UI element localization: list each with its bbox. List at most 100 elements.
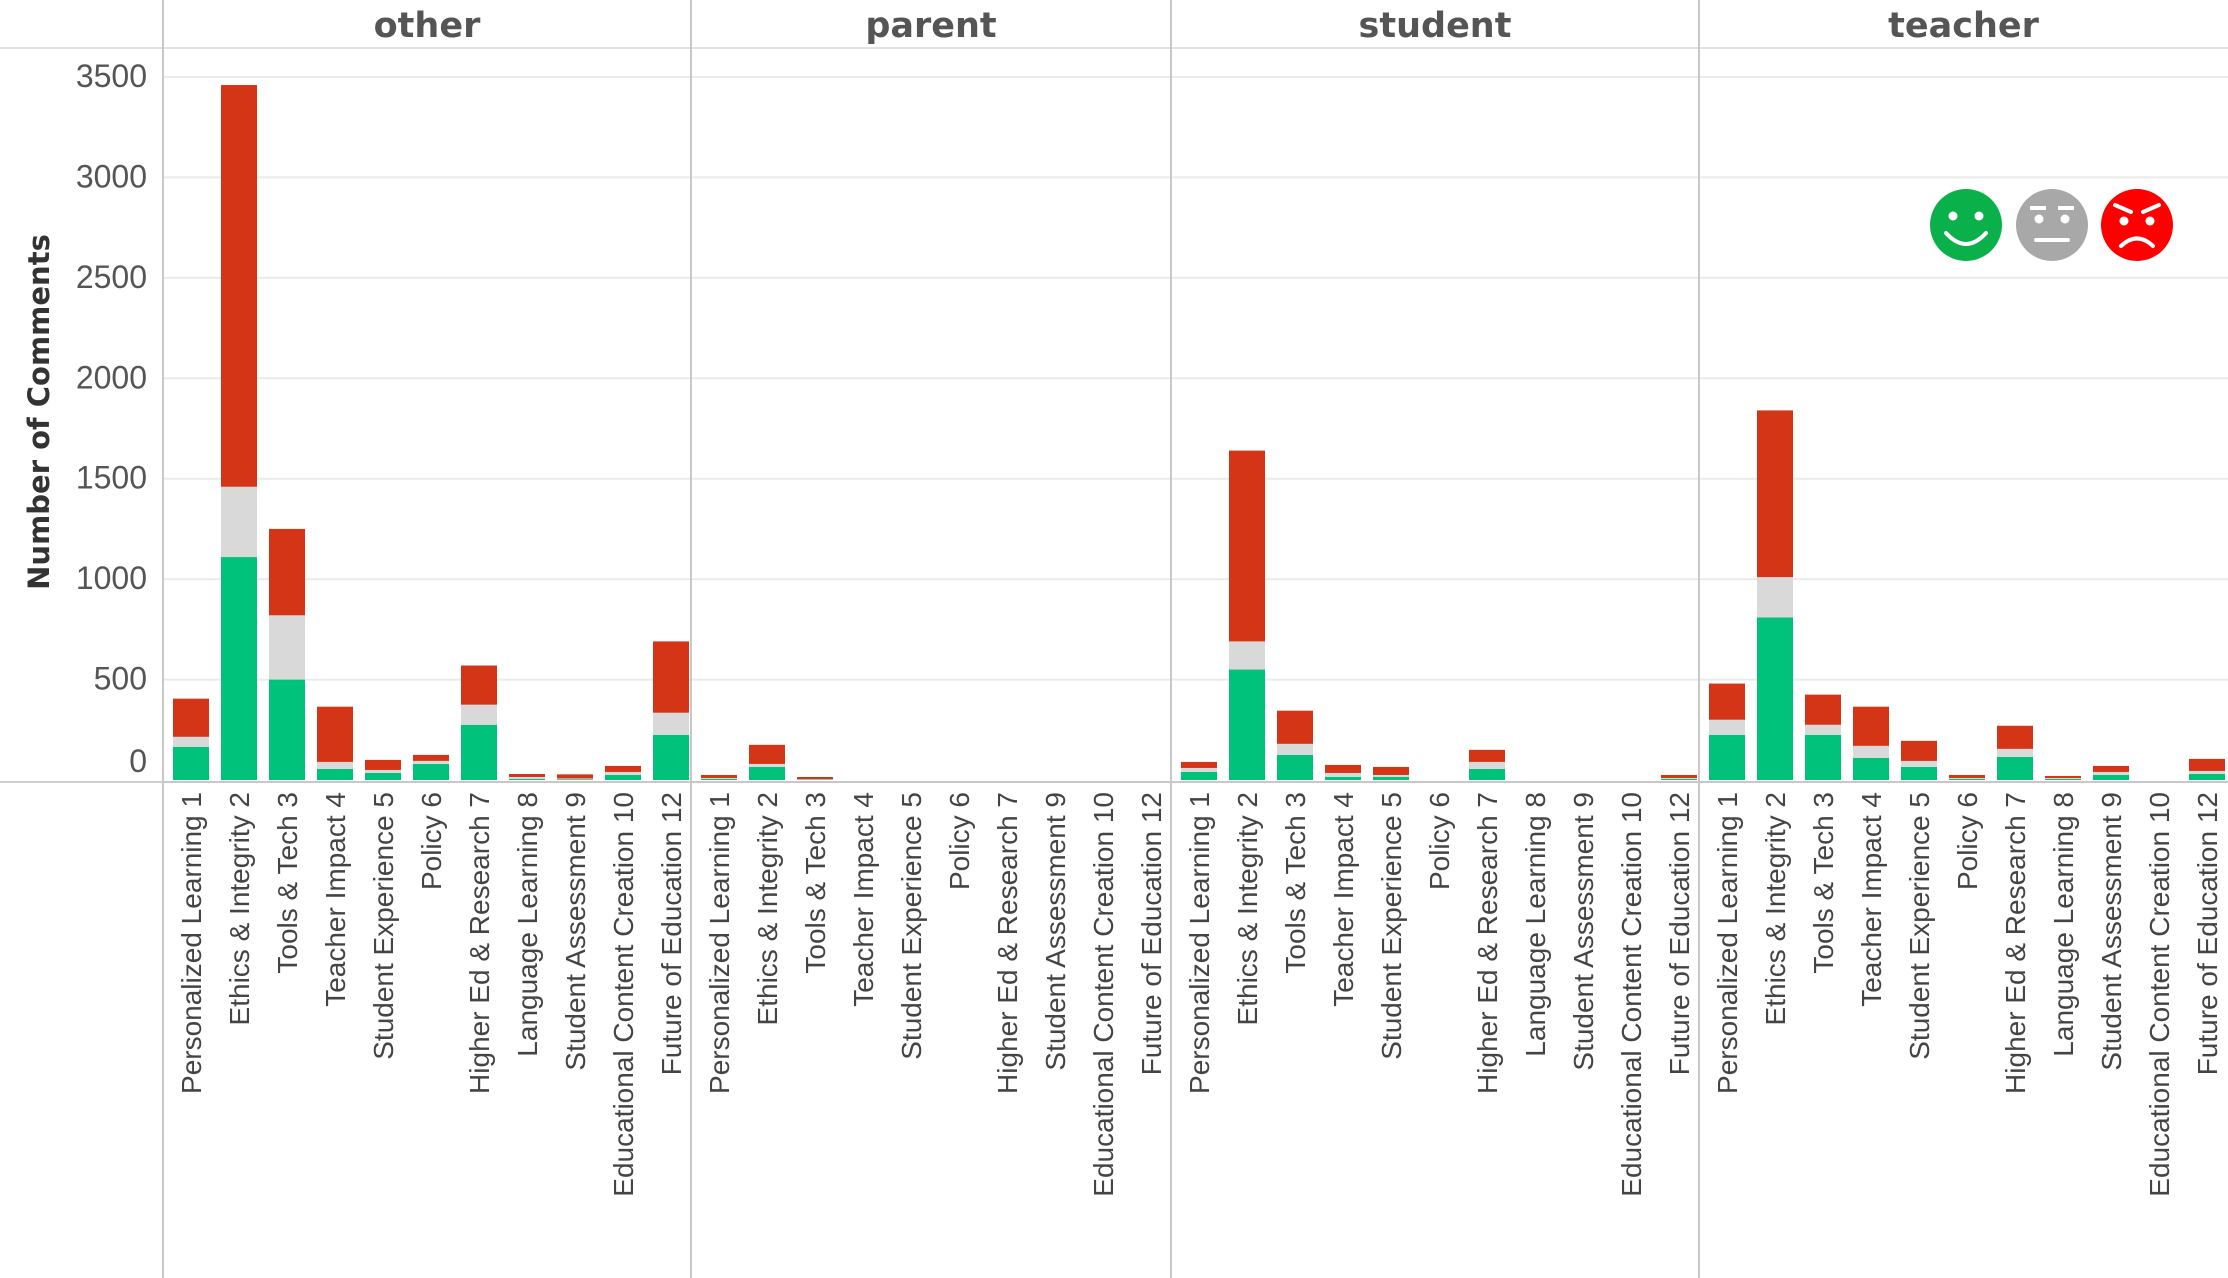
- x-tick-label: Tools & Tech 3: [1280, 792, 1311, 974]
- x-tick-label: Student Assessment 9: [560, 792, 591, 1071]
- bar-other-neutral-4: [317, 761, 353, 769]
- bar-other-positive-2: [221, 557, 257, 780]
- bar-other-positive-4: [317, 768, 353, 780]
- bar-other-positive-3: [269, 679, 305, 780]
- bar-student-positive-5: [1373, 776, 1409, 780]
- bar-student-positive-11: [1661, 778, 1697, 780]
- bar-other-positive-5: [365, 772, 401, 780]
- bar-other-negative-4: [317, 706, 353, 762]
- bar-other-positive-6: [413, 763, 449, 780]
- bar-teacher-neutral-4: [1853, 745, 1889, 758]
- bar-teacher-positive-11: [2189, 773, 2225, 780]
- x-tick-label: Educational Content Creation 10: [1088, 792, 1119, 1197]
- bar-parent-negative-3: [797, 776, 833, 779]
- x-tick-label: Policy 6: [944, 792, 975, 890]
- bar-student-positive-1: [1181, 771, 1217, 780]
- bar-other-negative-6: [413, 754, 449, 761]
- bar-teacher-positive-6: [1949, 778, 1985, 780]
- bar-other-neutral-8: [509, 776, 545, 779]
- bar-other-negative-8: [509, 773, 545, 777]
- x-tick-label: Personalized Learning 1: [176, 792, 207, 1094]
- bar-teacher-negative-3: [1805, 694, 1841, 725]
- y-tick-label: 3000: [76, 158, 147, 194]
- legend: [1930, 189, 2173, 261]
- bar-student-positive-7: [1469, 768, 1505, 780]
- x-tick-label: Teacher Impact 4: [320, 792, 351, 1007]
- bar-student-positive-3: [1277, 754, 1313, 780]
- bar-student-negative-3: [1277, 710, 1313, 744]
- x-tick-label: Language Learning 8: [1520, 792, 1551, 1057]
- facet-header-teacher: teacher: [1888, 6, 2039, 46]
- x-tick-label: Language Learning 8: [2048, 792, 2079, 1057]
- facet-header-other: other: [374, 6, 481, 46]
- x-tick-label: Future of Education 12: [1664, 792, 1695, 1075]
- bar-parent-neutral-1: [701, 777, 737, 779]
- bar-parent-neutral-2: [749, 763, 785, 767]
- y-tick-label: 3500: [76, 58, 147, 94]
- bar-teacher-neutral-5: [1901, 760, 1937, 767]
- x-tick-label: Student Assessment 9: [1040, 792, 1071, 1071]
- bar-other-neutral-7: [461, 704, 497, 725]
- x-tick-label: Higher Ed & Research 7: [1472, 792, 1503, 1094]
- y-tick-label: 2500: [76, 259, 147, 295]
- x-tick-label: Future of Education 12: [656, 792, 687, 1075]
- x-tick-label: Student Experience 5: [1376, 792, 1407, 1060]
- bar-teacher-positive-9: [2093, 774, 2129, 780]
- x-tick-label: Personalized Learning 1: [1712, 792, 1743, 1094]
- x-tick-label: Higher Ed & Research 7: [464, 792, 495, 1094]
- bar-student-negative-1: [1181, 761, 1217, 768]
- bar-teacher-positive-8: [2045, 778, 2081, 780]
- bar-student-negative-11: [1661, 774, 1697, 778]
- bar-other-neutral-2: [221, 486, 257, 558]
- bar-teacher-positive-2: [1757, 617, 1793, 780]
- bar-parent-negative-1: [701, 774, 737, 778]
- bar-other-neutral-11: [653, 712, 689, 735]
- bar-teacher-positive-5: [1901, 766, 1937, 780]
- bar-teacher-negative-6: [1949, 774, 1985, 778]
- bar-student-positive-4: [1325, 776, 1361, 780]
- bar-student-negative-5: [1373, 766, 1409, 775]
- bar-parent-positive-1: [701, 778, 737, 780]
- facet-header-student: student: [1359, 6, 1512, 46]
- bar-teacher-positive-1: [1709, 734, 1745, 780]
- bar-other-positive-7: [461, 724, 497, 780]
- x-tick-label: Student Experience 5: [1904, 792, 1935, 1060]
- bar-other-neutral-1: [173, 736, 209, 747]
- x-tick-label: Ethics & Integrity 2: [1232, 792, 1263, 1025]
- bar-other-negative-2: [221, 85, 257, 487]
- bar-teacher-positive-4: [1853, 757, 1889, 780]
- bar-student-neutral-1: [1181, 767, 1217, 772]
- bar-other-negative-11: [653, 641, 689, 713]
- bar-teacher-negative-4: [1853, 706, 1889, 746]
- bar-other-positive-10: [605, 774, 641, 780]
- bar-other-negative-3: [269, 528, 305, 616]
- x-tick-label: Ethics & Integrity 2: [1760, 792, 1791, 1025]
- bar-teacher-negative-7: [1997, 725, 2033, 749]
- bar-student-neutral-4: [1325, 772, 1361, 777]
- bar-parent-negative-2: [749, 744, 785, 764]
- bar-other-negative-5: [365, 759, 401, 770]
- neutral-face-icon: [2016, 189, 2088, 261]
- x-tick-label: Student Experience 5: [896, 792, 927, 1060]
- bar-parent-positive-2: [749, 766, 785, 780]
- chart-text: 0 500 1000 1500 2000 2500 3000 3500 other Persona…: [76, 6, 2223, 1197]
- x-tick-label: Student Experience 5: [368, 792, 399, 1060]
- y-tick-label: 500: [94, 661, 147, 697]
- x-tick-label: Student Assessment 9: [2096, 792, 2127, 1071]
- bar-other-neutral-9: [557, 777, 593, 780]
- x-tick-label: Policy 6: [1424, 792, 1455, 890]
- bar-teacher-neutral-8: [2045, 777, 2081, 779]
- bar-teacher-neutral-11: [2189, 770, 2225, 774]
- x-tick-label: Language Learning 8: [512, 792, 543, 1057]
- y-tick-label: 0: [129, 743, 147, 779]
- x-tick-label: Tools & Tech 3: [800, 792, 831, 974]
- bar-other-neutral-3: [269, 615, 305, 680]
- bar-other-positive-1: [173, 746, 209, 780]
- x-tick-label: Educational Content Creation 10: [2144, 792, 2175, 1197]
- bar-teacher-negative-11: [2189, 758, 2225, 771]
- x-tick-label: Tools & Tech 3: [1808, 792, 1839, 974]
- x-tick-label: Student Assessment 9: [1568, 792, 1599, 1071]
- x-tick-label: Educational Content Creation 10: [608, 792, 639, 1197]
- x-tick-label: Higher Ed & Research 7: [2000, 792, 2031, 1094]
- x-tick-label: Policy 6: [416, 792, 447, 890]
